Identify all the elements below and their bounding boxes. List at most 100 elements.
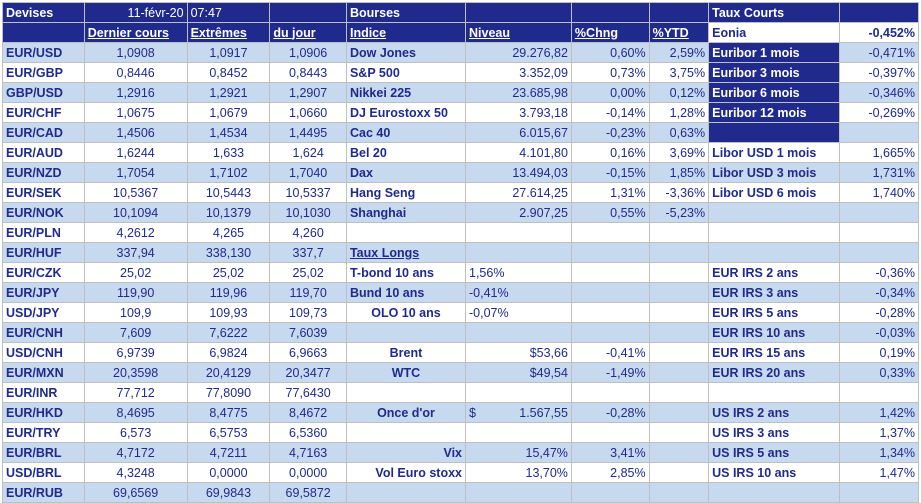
high-price: 77,8090 [187, 383, 270, 402]
index-change [571, 383, 649, 402]
taux-courts-header: Taux Courts [709, 3, 840, 22]
rate-name: US IRS 5 ans [709, 443, 840, 462]
low-price: 10,1030 [270, 203, 346, 222]
rate-value: -0,346% [840, 83, 918, 102]
last-price: 0,8446 [84, 63, 187, 82]
index-ytd [649, 423, 709, 442]
index-change: 3,41% [571, 443, 649, 462]
low-price: 1,4495 [270, 123, 346, 142]
table-row: EUR/INR 77,712 77,8090 77,6430 [3, 383, 918, 402]
index-name: Taux Longs [346, 243, 465, 262]
index-name: Nikkei 225 [346, 83, 465, 102]
rate-name: Euribor 12 mois [709, 103, 840, 122]
rate-name: Euribor 1 mois [709, 43, 840, 62]
currency-pair: EUR/TRY [3, 423, 84, 442]
index-change: -0,41% [571, 343, 649, 362]
index-name: Dow Jones [346, 43, 465, 62]
table-row: EUR/AUD 1,6244 1,633 1,624 Bel 20 4.101,80 0,1… [3, 143, 918, 162]
table-row: USD/CNH 6,9739 6,9824 6,9663 Brent $53,66 -0,4… [3, 343, 918, 362]
index-level [466, 223, 571, 242]
last-price: 25,02 [84, 263, 187, 282]
index-ytd: -3,36% [649, 183, 709, 202]
high-price: 1,4534 [187, 123, 270, 142]
last-price: 1,4506 [84, 123, 187, 142]
high-price: 4,7211 [187, 443, 270, 462]
time-cell: 07:47 [187, 3, 270, 22]
index-change: -1,49% [571, 363, 649, 382]
index-name: Once d'or [346, 403, 465, 422]
index-name: Shanghai [346, 203, 465, 222]
rate-name: Libor USD 3 mois [709, 163, 840, 182]
rate-value: 1,731% [840, 163, 918, 182]
last-price: 77,712 [84, 383, 187, 402]
rate-name: EUR IRS 3 ans [709, 283, 840, 302]
index-name: DJ Eurostoxx 50 [346, 103, 465, 122]
currency-pair: EUR/PLN [3, 223, 84, 242]
high-price: 338,130 [187, 243, 270, 262]
rate-value: 0,19% [840, 343, 918, 362]
index-ytd: 1,28% [649, 103, 709, 122]
index-level: 1,56% [466, 263, 571, 282]
index-ytd [649, 363, 709, 382]
last-price: 109,9 [84, 303, 187, 322]
index-ytd: -5,23% [649, 203, 709, 222]
rate-value: 1,665% [840, 143, 918, 162]
high-price: 4,265 [187, 223, 270, 242]
index-change: 0,60% [571, 43, 649, 62]
table-row: EUR/NZD 1,7054 1,7102 1,7040 Dax 13.494,03 -0,… [3, 163, 918, 182]
columns-row: Dernier cours Extrêmes du jour Indice Ni… [3, 23, 918, 42]
table-row: EUR/CZK 25,02 25,02 25,02 T-bond 10 ans 1,56%… [3, 263, 918, 282]
low-price: 69,5872 [270, 483, 346, 502]
rate-name [709, 123, 840, 142]
index-change: -0,23% [571, 123, 649, 142]
index-ytd [649, 303, 709, 322]
low-price: 20,3477 [270, 363, 346, 382]
index-ytd [649, 403, 709, 422]
low-price: 1,0660 [270, 103, 346, 122]
currency-pair: EUR/BRL [3, 443, 84, 462]
last-price: 8,4695 [84, 403, 187, 422]
index-ytd: 0,63% [649, 123, 709, 142]
rate-name [709, 483, 840, 502]
last-price: 7,609 [84, 323, 187, 342]
index-level [466, 423, 571, 442]
header-empty [571, 3, 649, 22]
index-change [571, 303, 649, 322]
header-empty [466, 3, 571, 22]
index-name [346, 423, 465, 442]
rate-name: US IRS 10 ans [709, 463, 840, 482]
index-ytd: 1,85% [649, 163, 709, 182]
index-change [571, 283, 649, 302]
table-row: EUR/CHF 1,0675 1,0679 1,0660 DJ Eurostoxx 50… [3, 103, 918, 122]
last-price: 1,6244 [84, 143, 187, 162]
index-level: -0,07% [466, 303, 571, 322]
currency-pair: EUR/AUD [3, 143, 84, 162]
high-price: 6,9824 [187, 343, 270, 362]
table-row: EUR/BRL 4,7172 4,7211 4,7163 Vix 15,47% 3,41% U… [3, 443, 918, 462]
index-change [571, 423, 649, 442]
index-change: 0,55% [571, 203, 649, 222]
index-change [571, 243, 649, 262]
table-row: EUR/PLN 4,2612 4,265 4,260 [3, 223, 918, 242]
col-extremes: Extrêmes [187, 23, 270, 42]
table-row: EUR/HKD 8,4695 8,4775 8,4672 Once d'or $1.567… [3, 403, 918, 422]
index-name [346, 383, 465, 402]
index-change: 0,73% [571, 63, 649, 82]
low-price: 337,7 [270, 243, 346, 262]
index-name: Cac 40 [346, 123, 465, 142]
rate-name: EUR IRS 5 ans [709, 303, 840, 322]
rate-name: US IRS 2 ans [709, 403, 840, 422]
table-row: EUR/CNH 7,609 7,6222 7,6039 EUR IRS 10 ans -0… [3, 323, 918, 342]
high-price: 0,0000 [187, 463, 270, 482]
last-price: 4,7172 [84, 443, 187, 462]
table-row: EUR/HUF 337,94 338,130 337,7 Taux Longs [3, 243, 918, 262]
rate-value: -0,36% [840, 263, 918, 282]
currency-pair: USD/BRL [3, 463, 84, 482]
index-change: -0,15% [571, 163, 649, 182]
index-change [571, 223, 649, 242]
table-row: EUR/JPY 119,90 119,96 119,70 Bund 10 ans -0,4… [3, 283, 918, 302]
index-level: 29.276,82 [466, 43, 571, 62]
high-price: 25,02 [187, 263, 270, 282]
col-dernier-cours: Dernier cours [84, 23, 187, 42]
